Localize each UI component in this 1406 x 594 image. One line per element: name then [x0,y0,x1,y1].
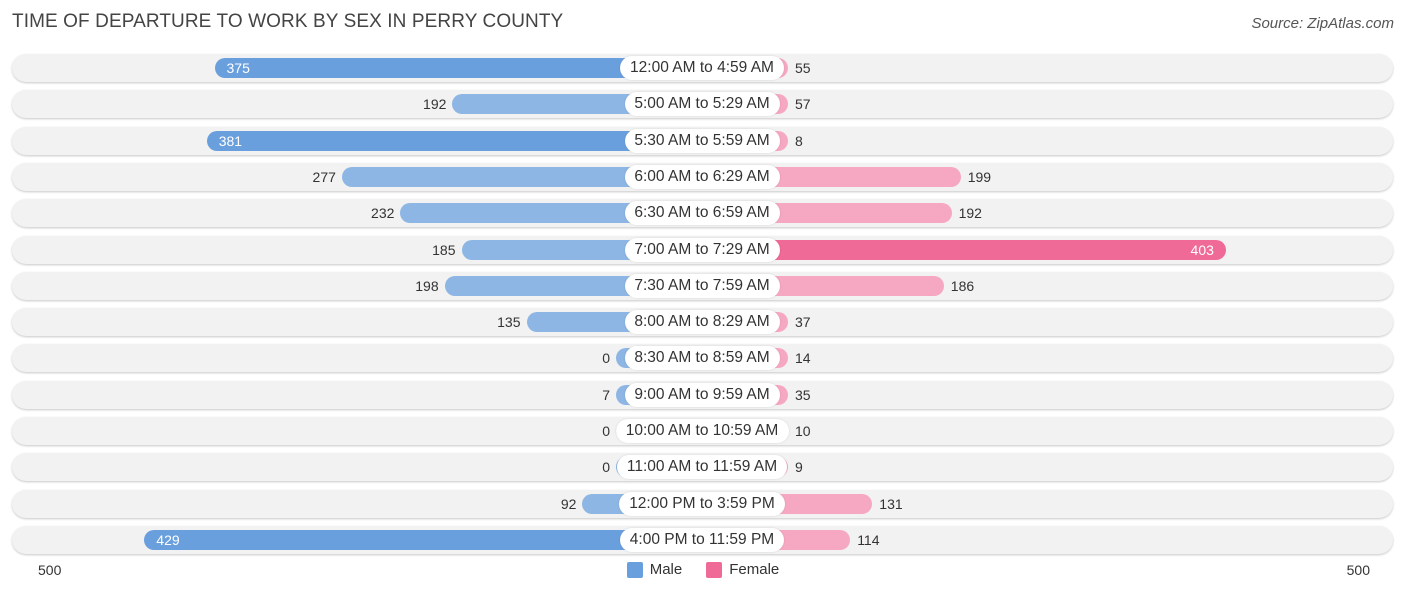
value-label-male: 92 [560,495,577,512]
value-label-male: 0 [602,350,610,367]
value-label-female: 14 [795,350,811,367]
category-label: 7:30 AM to 7:59 AM [624,273,780,298]
value-label-female: 199 [967,168,992,185]
value-label-male: 135 [497,314,521,331]
chart-title: TIME OF DEPARTURE TO WORK BY SEX IN PERR… [12,11,564,32]
legend-swatch-female [706,561,723,578]
value-label-female: 8 [795,132,803,149]
category-label: 4:00 PM to 11:59 PM [620,527,784,552]
category-label: 12:00 AM to 4:59 AM [620,56,784,80]
category-label: 6:00 AM to 6:29 AM [624,164,780,189]
value-label-female: 57 [795,96,811,113]
value-label-female: 186 [950,277,975,294]
category-label: 8:00 AM to 8:29 AM [624,310,780,335]
value-label-female: 35 [795,386,811,403]
value-label-male: 381 [218,132,243,149]
category-label: 11:00 AM to 11:59 AM [617,455,787,480]
value-label-female: 55 [795,60,811,76]
bar-female [702,239,1226,260]
legend-item-female: Female [706,561,779,578]
value-label-female: 9 [795,459,803,476]
value-label-male: 375 [226,60,250,76]
legend-label-female: Female [729,561,780,578]
value-label-female: 10 [795,423,811,439]
value-label-male: 0 [602,423,610,439]
legend: Male Female [0,561,1406,578]
value-label-male: 232 [371,205,395,222]
category-label: 8:30 AM to 8:59 AM [624,346,780,371]
axis-right-label: 500 [1346,562,1370,578]
value-label-female: 114 [857,531,880,548]
category-label: 7:00 AM to 7:29 AM [624,237,780,262]
value-label-female: 192 [958,205,982,222]
value-label-female: 131 [879,495,903,512]
category-label: 6:30 AM to 6:59 AM [624,201,780,226]
category-label: 10:00 AM to 10:59 AM [615,419,789,443]
category-label: 12:00 PM to 3:59 PM [619,491,785,516]
value-label-male: 185 [432,241,456,258]
category-label: 5:30 AM to 5:59 AM [624,128,780,153]
value-label-male: 0 [602,459,610,476]
category-label: 9:00 AM to 9:59 AM [624,382,780,407]
value-label-male: 429 [156,531,180,548]
category-label: 5:00 AM to 5:29 AM [624,92,780,117]
legend-label-male: Male [649,561,683,578]
axis-left-label: 500 [38,562,62,578]
value-label-male: 7 [602,386,610,403]
value-label-male: 192 [423,96,447,113]
value-label-female: 37 [795,314,811,331]
source-note: Source: ZipAtlas.com [1251,15,1394,32]
bar-male [341,166,702,187]
value-label-male: 277 [312,168,336,185]
bar-male [144,529,702,550]
legend-swatch-male [626,561,643,578]
legend-item-male: Male [626,561,683,578]
value-label-female: 403 [1190,241,1214,258]
bar-male [206,130,702,151]
bar-male [214,58,702,78]
value-label-male: 198 [415,277,439,294]
